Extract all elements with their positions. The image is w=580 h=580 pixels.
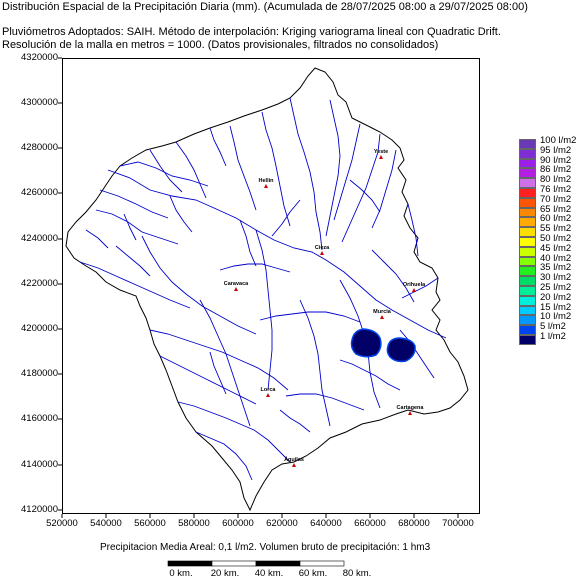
city-label: Murcia	[373, 309, 391, 315]
x-tick-label: 520000	[46, 518, 78, 529]
legend-label: 86 l/m2	[540, 164, 572, 176]
legend-swatch	[519, 188, 536, 198]
legend-swatch	[519, 286, 536, 296]
x-tick-label: 640000	[310, 518, 342, 529]
basin-outline	[65, 67, 469, 512]
y-tick-label: 4200000	[21, 323, 58, 334]
y-tick-label: 4140000	[21, 459, 58, 470]
legend-label: 76 l/m2	[540, 184, 572, 195]
city-label: Águilas	[284, 457, 304, 463]
scale-bar	[167, 560, 345, 567]
legend-label: 1 l/m2	[540, 331, 566, 342]
legend-label: 5 l/m2	[540, 321, 566, 333]
legend-label: 50 l/m2	[540, 233, 572, 244]
legend-swatch	[519, 148, 536, 159]
legend-label: 80 l/m2	[540, 174, 572, 186]
legend-swatch	[519, 227, 536, 237]
legend-label: 15 l/m2	[540, 301, 572, 313]
city-label: Yeste	[373, 149, 389, 155]
city-label: Cieza	[314, 245, 330, 251]
city-label: Lorca	[260, 387, 276, 393]
legend-swatch	[519, 158, 536, 169]
legend-swatch	[519, 305, 536, 316]
x-tick-label: 660000	[354, 518, 386, 529]
legend-label: 30 l/m2	[540, 272, 572, 284]
legend-label: 100 l/m2	[540, 135, 577, 146]
y-tick-label: 4280000	[21, 142, 58, 153]
y-tick-label: 4320000	[21, 52, 58, 63]
legend-label: 45 l/m2	[540, 242, 572, 254]
legend-swatch	[519, 266, 536, 277]
y-tick-label: 4180000	[21, 368, 58, 379]
legend-label: 65 l/m2	[540, 203, 572, 215]
city-label: Orihuela	[402, 282, 426, 288]
x-tick-label: 600000	[222, 518, 254, 529]
legend-swatch	[519, 335, 536, 345]
legend-swatch	[519, 207, 536, 218]
x-tick-label: 580000	[178, 518, 210, 529]
legend-swatch	[519, 237, 536, 247]
legend-swatch	[519, 315, 536, 326]
legend-label: 35 l/m2	[540, 262, 572, 274]
legend-swatch	[519, 246, 536, 257]
x-tick-label: 540000	[90, 518, 122, 529]
y-tick-label: 4240000	[21, 233, 58, 244]
method-line: Pluviómetros Adoptados: SAIH. Método de …	[2, 26, 501, 38]
y-tick-label: 4120000	[21, 504, 58, 515]
scale-label: 0 km.	[169, 568, 193, 579]
legend-label: 90 l/m2	[540, 154, 572, 166]
legend-label: 95 l/m2	[540, 144, 572, 156]
scale-label: 80 km.	[342, 568, 372, 579]
y-tick-label: 4260000	[21, 187, 58, 198]
city-label: Cartagena	[396, 405, 424, 411]
map-title: Distribución Espacial de la Precipitació…	[2, 1, 528, 13]
y-tick-label: 4220000	[21, 278, 58, 289]
areal-summary: Precipitacion Media Areal: 0,1 l/m2. Vol…	[100, 542, 431, 553]
y-tick-label: 4160000	[21, 413, 58, 424]
river-network	[79, 97, 447, 481]
legend-swatch	[519, 197, 536, 208]
rain-area-east	[386, 337, 416, 363]
legend-label: 20 l/m2	[540, 291, 572, 303]
x-tick-label: 680000	[398, 518, 430, 529]
legend-label: 25 l/m2	[540, 282, 572, 293]
legend-label: 70 l/m2	[540, 193, 572, 205]
city-label: Caravaca	[223, 281, 249, 287]
axis-ticks	[58, 57, 459, 518]
legend-label: 40 l/m2	[540, 252, 572, 264]
y-tick-label: 4300000	[21, 97, 58, 108]
city-label: Hellín	[258, 178, 274, 184]
x-tick-label: 700000	[442, 518, 474, 529]
legend-swatch	[519, 325, 536, 335]
x-tick-label: 560000	[134, 518, 166, 529]
x-tick-label: 620000	[266, 518, 298, 529]
legend-swatch	[519, 256, 536, 267]
resolution-line: Resolución de la malla en metros = 1000.…	[2, 39, 439, 51]
legend-label: 55 l/m2	[540, 223, 572, 235]
legend-swatch	[519, 178, 536, 188]
scale-label: 40 km.	[254, 568, 284, 579]
scale-label: 60 km.	[298, 568, 328, 579]
legend-swatch	[519, 168, 536, 179]
scale-label: 20 km.	[210, 568, 240, 579]
legend-swatch	[519, 276, 536, 286]
legend-swatch	[519, 295, 536, 306]
legend-label: 10 l/m2	[540, 311, 572, 323]
precipitation-areas	[350, 328, 416, 363]
legend-swatch	[519, 139, 536, 149]
legend-label: 60 l/m2	[540, 213, 572, 225]
rain-area-west	[350, 328, 382, 358]
legend-swatch	[519, 217, 536, 228]
city-markers	[234, 155, 416, 467]
